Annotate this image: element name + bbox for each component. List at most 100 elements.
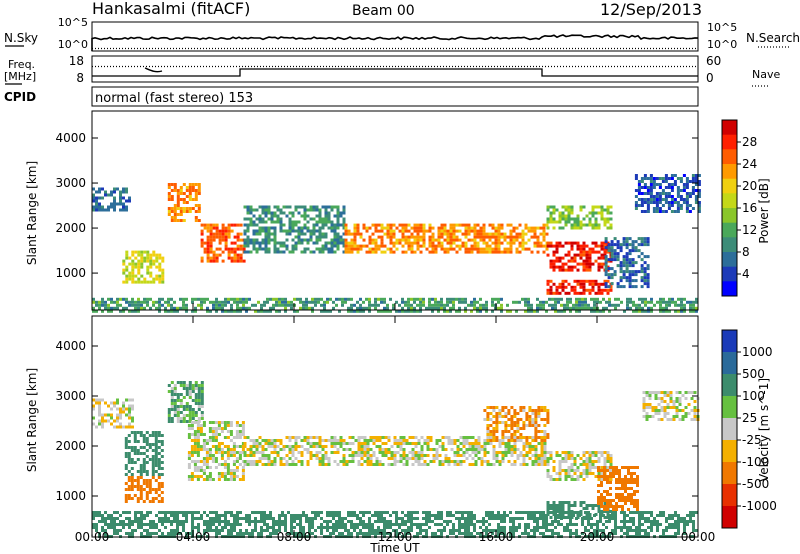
velocity-echo-cell <box>338 532 341 535</box>
power-echo-cell <box>500 297 503 301</box>
velocity-echo-cell <box>110 523 113 526</box>
velocity-echo-cell <box>453 439 457 442</box>
power-echo-cell <box>446 232 450 236</box>
velocity-echo-cell <box>269 526 272 529</box>
velocity-echo-cell <box>254 523 257 526</box>
velocity-echo-cell <box>173 414 177 417</box>
power-echo-cell <box>500 226 504 230</box>
velocity-echo-cell <box>516 412 520 415</box>
power-echo-cell <box>342 208 346 212</box>
velocity-echo-cell <box>381 463 385 466</box>
velocity-echo-cell <box>248 532 251 535</box>
velocity-echo-cell <box>398 526 401 529</box>
velocity-echo-cell <box>211 478 215 481</box>
velocity-echo-cell <box>124 497 128 500</box>
velocity-echo-cell <box>537 463 541 466</box>
power-echo-cell <box>640 237 644 241</box>
velocity-echo-cell <box>101 529 104 532</box>
velocity-echo-cell <box>200 517 203 520</box>
velocity-echo-cell <box>179 393 183 396</box>
velocity-echo-cell <box>107 404 110 408</box>
power-echo-cell <box>92 208 95 212</box>
power-echo-cell <box>206 297 209 301</box>
power-echo-cell <box>614 297 617 301</box>
power-echo-cell <box>646 279 650 283</box>
power-echo-cell <box>318 208 322 212</box>
power-echo-cell <box>306 247 310 251</box>
velocity-echo-cell <box>288 445 292 448</box>
power-echo-cell <box>233 297 236 301</box>
power-echo-cell <box>297 205 301 209</box>
power-echo-cell <box>285 244 289 248</box>
power-echo-cell <box>482 241 486 245</box>
power-echo-cell <box>582 223 586 227</box>
velocity-echo-cell <box>235 436 239 439</box>
velocity-echo-cell <box>273 445 277 448</box>
velocity-echo-cell <box>266 523 269 526</box>
power-echo-cell <box>581 303 584 307</box>
velocity-echo-cell <box>411 454 415 457</box>
velocity-echo-cell <box>145 482 149 485</box>
velocity-echo-cell <box>528 406 532 409</box>
velocity-echo-cell <box>98 532 101 535</box>
power-echo-cell <box>449 226 453 230</box>
power-echo-cell <box>258 226 262 230</box>
power-echo-cell <box>570 259 574 263</box>
velocity-echo-cell <box>315 445 319 448</box>
power-echo-cell <box>246 223 250 227</box>
velocity-echo-cell <box>609 499 612 502</box>
velocity-echo-cell <box>471 445 475 448</box>
power-echo-cell <box>284 306 287 310</box>
velocity-echo-cell <box>179 511 182 514</box>
power-echo-cell <box>321 220 325 224</box>
power-echo-cell <box>628 276 632 280</box>
velocity-echo-cell <box>444 436 448 439</box>
power-echo-cell <box>173 186 177 189</box>
velocity-echo-cell <box>251 520 254 523</box>
velocity-echo-cell <box>603 472 606 475</box>
power-echo-cell <box>431 226 435 230</box>
velocity-echo-cell <box>227 529 230 532</box>
velocity-echo-cell <box>306 451 310 454</box>
power-echo-cell <box>680 309 683 313</box>
velocity-echo-cell <box>393 442 397 445</box>
power-echo-cell <box>524 300 527 304</box>
velocity-echo-cell <box>329 532 332 535</box>
velocity-echo-cell <box>285 454 289 457</box>
power-echo-cell <box>407 309 410 313</box>
power-echo-cell <box>389 247 393 251</box>
velocity-echo-cell <box>246 463 250 466</box>
velocity-echo-cell <box>104 532 107 535</box>
power-echo-cell <box>570 208 574 212</box>
velocity-echo-cell <box>410 514 413 517</box>
velocity-echo-cell <box>142 464 146 467</box>
power-echo-cell <box>564 214 568 218</box>
power-echo-cell <box>655 201 659 204</box>
power-echo-cell <box>314 297 317 301</box>
velocity-echo-cell <box>332 529 335 532</box>
power-echo-cell <box>573 256 577 260</box>
velocity-echo-cell <box>425 511 428 514</box>
power-echo-cell <box>694 174 698 177</box>
velocity-echo-cell <box>407 532 410 535</box>
velocity-echo-cell <box>158 511 161 514</box>
power-echo-cell <box>212 253 216 257</box>
power-echo-cell <box>339 241 343 245</box>
velocity-echo-cell <box>217 424 221 427</box>
power-echo-cell <box>491 309 494 313</box>
power-echo-cell <box>582 205 586 209</box>
power-echo-cell <box>564 220 568 224</box>
velocity-echo-cell <box>522 454 526 457</box>
velocity-echo-cell <box>573 463 577 466</box>
velocity-echo-cell <box>182 414 186 417</box>
power-echo-cell <box>167 303 170 307</box>
power-echo-cell <box>264 238 268 242</box>
power-echo-cell <box>659 300 662 304</box>
power-echo-cell <box>640 210 644 213</box>
power-echo-cell <box>327 220 331 224</box>
velocity-echo-cell <box>353 526 356 529</box>
velocity-echo-cell <box>570 457 574 460</box>
velocity-echo-cell <box>203 532 206 535</box>
power-echo-cell <box>576 217 580 221</box>
velocity-echo-cell <box>296 532 299 535</box>
